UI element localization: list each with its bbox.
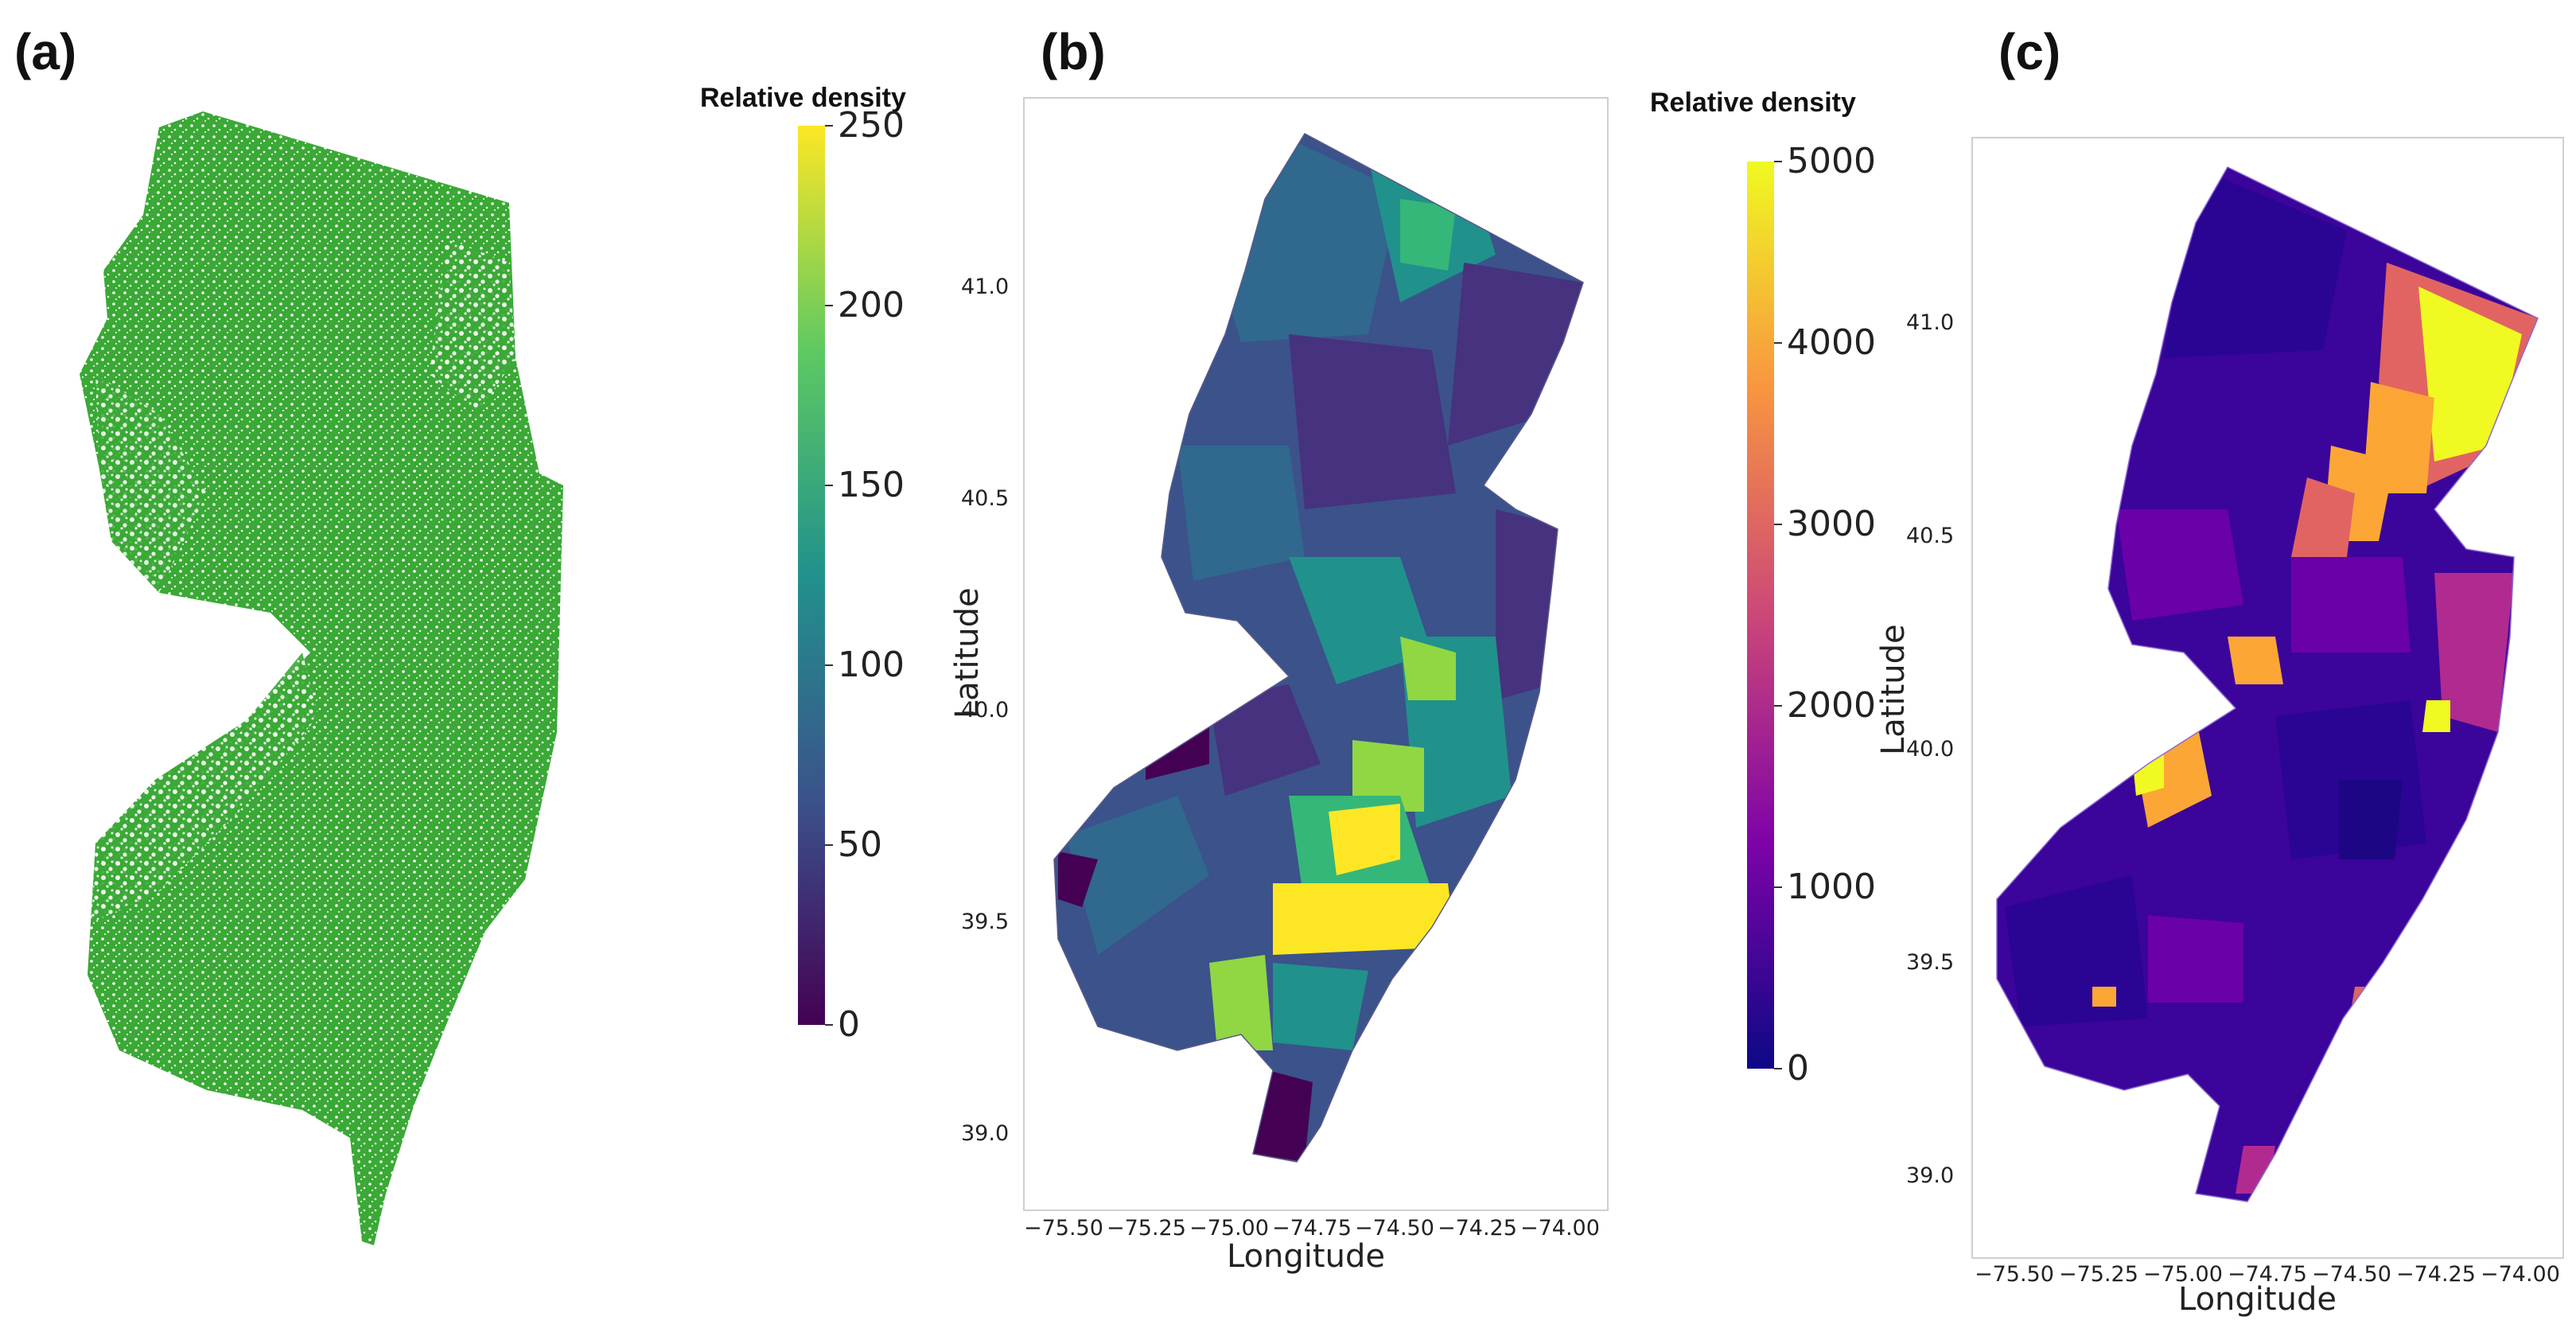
colorbar-a-title: Relative density bbox=[700, 83, 906, 113]
colorbar-tick-label: 2000 bbox=[1787, 685, 1876, 726]
panel-a-label: (a) bbox=[14, 23, 77, 80]
panel-c-axes-frame bbox=[1971, 137, 2564, 1259]
x-tick-label: −75.50 bbox=[1024, 1216, 1103, 1241]
colorbar-tick-label: 50 bbox=[838, 824, 882, 865]
panel-b-axes-frame bbox=[1023, 97, 1609, 1211]
panel-b-label: (b) bbox=[1041, 23, 1106, 80]
colorbar-tickmark bbox=[1774, 886, 1782, 888]
x-tick-label: −74.75 bbox=[1272, 1216, 1352, 1241]
colorbar-tick-label: 1000 bbox=[1787, 867, 1876, 907]
colorbar-tickmark bbox=[825, 664, 833, 666]
colorbar-tickmark bbox=[825, 305, 833, 306]
colorbar-tick-label: 200 bbox=[838, 285, 905, 325]
x-tick-label: −74.00 bbox=[1520, 1216, 1600, 1241]
x-tick-label: −75.50 bbox=[1975, 1262, 2054, 1287]
y-tick-label: 39.0 bbox=[1906, 1163, 1955, 1188]
colorbar-tickmark bbox=[1774, 1068, 1782, 1069]
colorbar-tick-label: 0 bbox=[1787, 1048, 1809, 1089]
y-tick-label: 39.0 bbox=[961, 1121, 1010, 1146]
colorbar-tick-label: 5000 bbox=[1787, 141, 1876, 181]
colorbar-tick-label: 150 bbox=[838, 465, 905, 505]
y-tick-label: 40.0 bbox=[961, 698, 1010, 723]
x-tick-label: −74.50 bbox=[1355, 1216, 1434, 1241]
x-tick-label: −74.00 bbox=[2481, 1262, 2560, 1287]
y-tick-label: 40.5 bbox=[961, 486, 1010, 511]
colorbar-tick-label: 4000 bbox=[1787, 322, 1876, 363]
colorbar-tickmark bbox=[1774, 342, 1782, 344]
x-tick-label: −74.25 bbox=[1438, 1216, 1517, 1241]
colorbar-tickmark bbox=[1774, 705, 1782, 707]
x-tick-label: −75.25 bbox=[2059, 1262, 2138, 1287]
panel-c-label: (c) bbox=[1998, 23, 2061, 80]
y-tick-label: 41.0 bbox=[1906, 310, 1955, 335]
colorbar-a bbox=[798, 126, 825, 1025]
y-tick-label: 39.5 bbox=[961, 910, 1010, 934]
x-tick-label: −74.75 bbox=[2228, 1262, 2307, 1287]
colorbar-tick-label: 0 bbox=[838, 1004, 860, 1045]
colorbar-tickmark bbox=[825, 125, 833, 127]
colorbar-tickmark bbox=[1774, 524, 1782, 525]
y-tick-label: 39.5 bbox=[1906, 950, 1955, 975]
colorbar-tickmark bbox=[825, 844, 833, 846]
y-tick-label: 41.0 bbox=[961, 275, 1010, 299]
panel-c-ylabel: Latitude bbox=[1875, 624, 1912, 755]
x-tick-label: −75.00 bbox=[1189, 1216, 1269, 1241]
colorbar-tick-label: 250 bbox=[838, 105, 905, 146]
colorbar-tickmark bbox=[825, 1024, 833, 1026]
y-tick-label: 40.0 bbox=[1906, 737, 1955, 762]
y-tick-label: 40.5 bbox=[1906, 524, 1955, 548]
panel-b-xlabel: Longitude bbox=[1227, 1238, 1385, 1275]
x-tick-label: −74.25 bbox=[2396, 1262, 2476, 1287]
x-tick-label: −75.00 bbox=[2143, 1262, 2223, 1287]
x-tick-label: −75.25 bbox=[1107, 1216, 1186, 1241]
panel-c-xlabel: Longitude bbox=[2178, 1281, 2337, 1318]
colorbar-tick-label: 3000 bbox=[1787, 504, 1876, 544]
colorbar-b bbox=[1747, 162, 1774, 1069]
colorbar-tickmark bbox=[1774, 161, 1782, 162]
colorbar-b-title: Relative density bbox=[1650, 88, 1856, 118]
colorbar-tickmark bbox=[825, 485, 833, 486]
colorbar-tick-label: 100 bbox=[838, 645, 905, 685]
x-tick-label: −74.50 bbox=[2312, 1262, 2391, 1287]
